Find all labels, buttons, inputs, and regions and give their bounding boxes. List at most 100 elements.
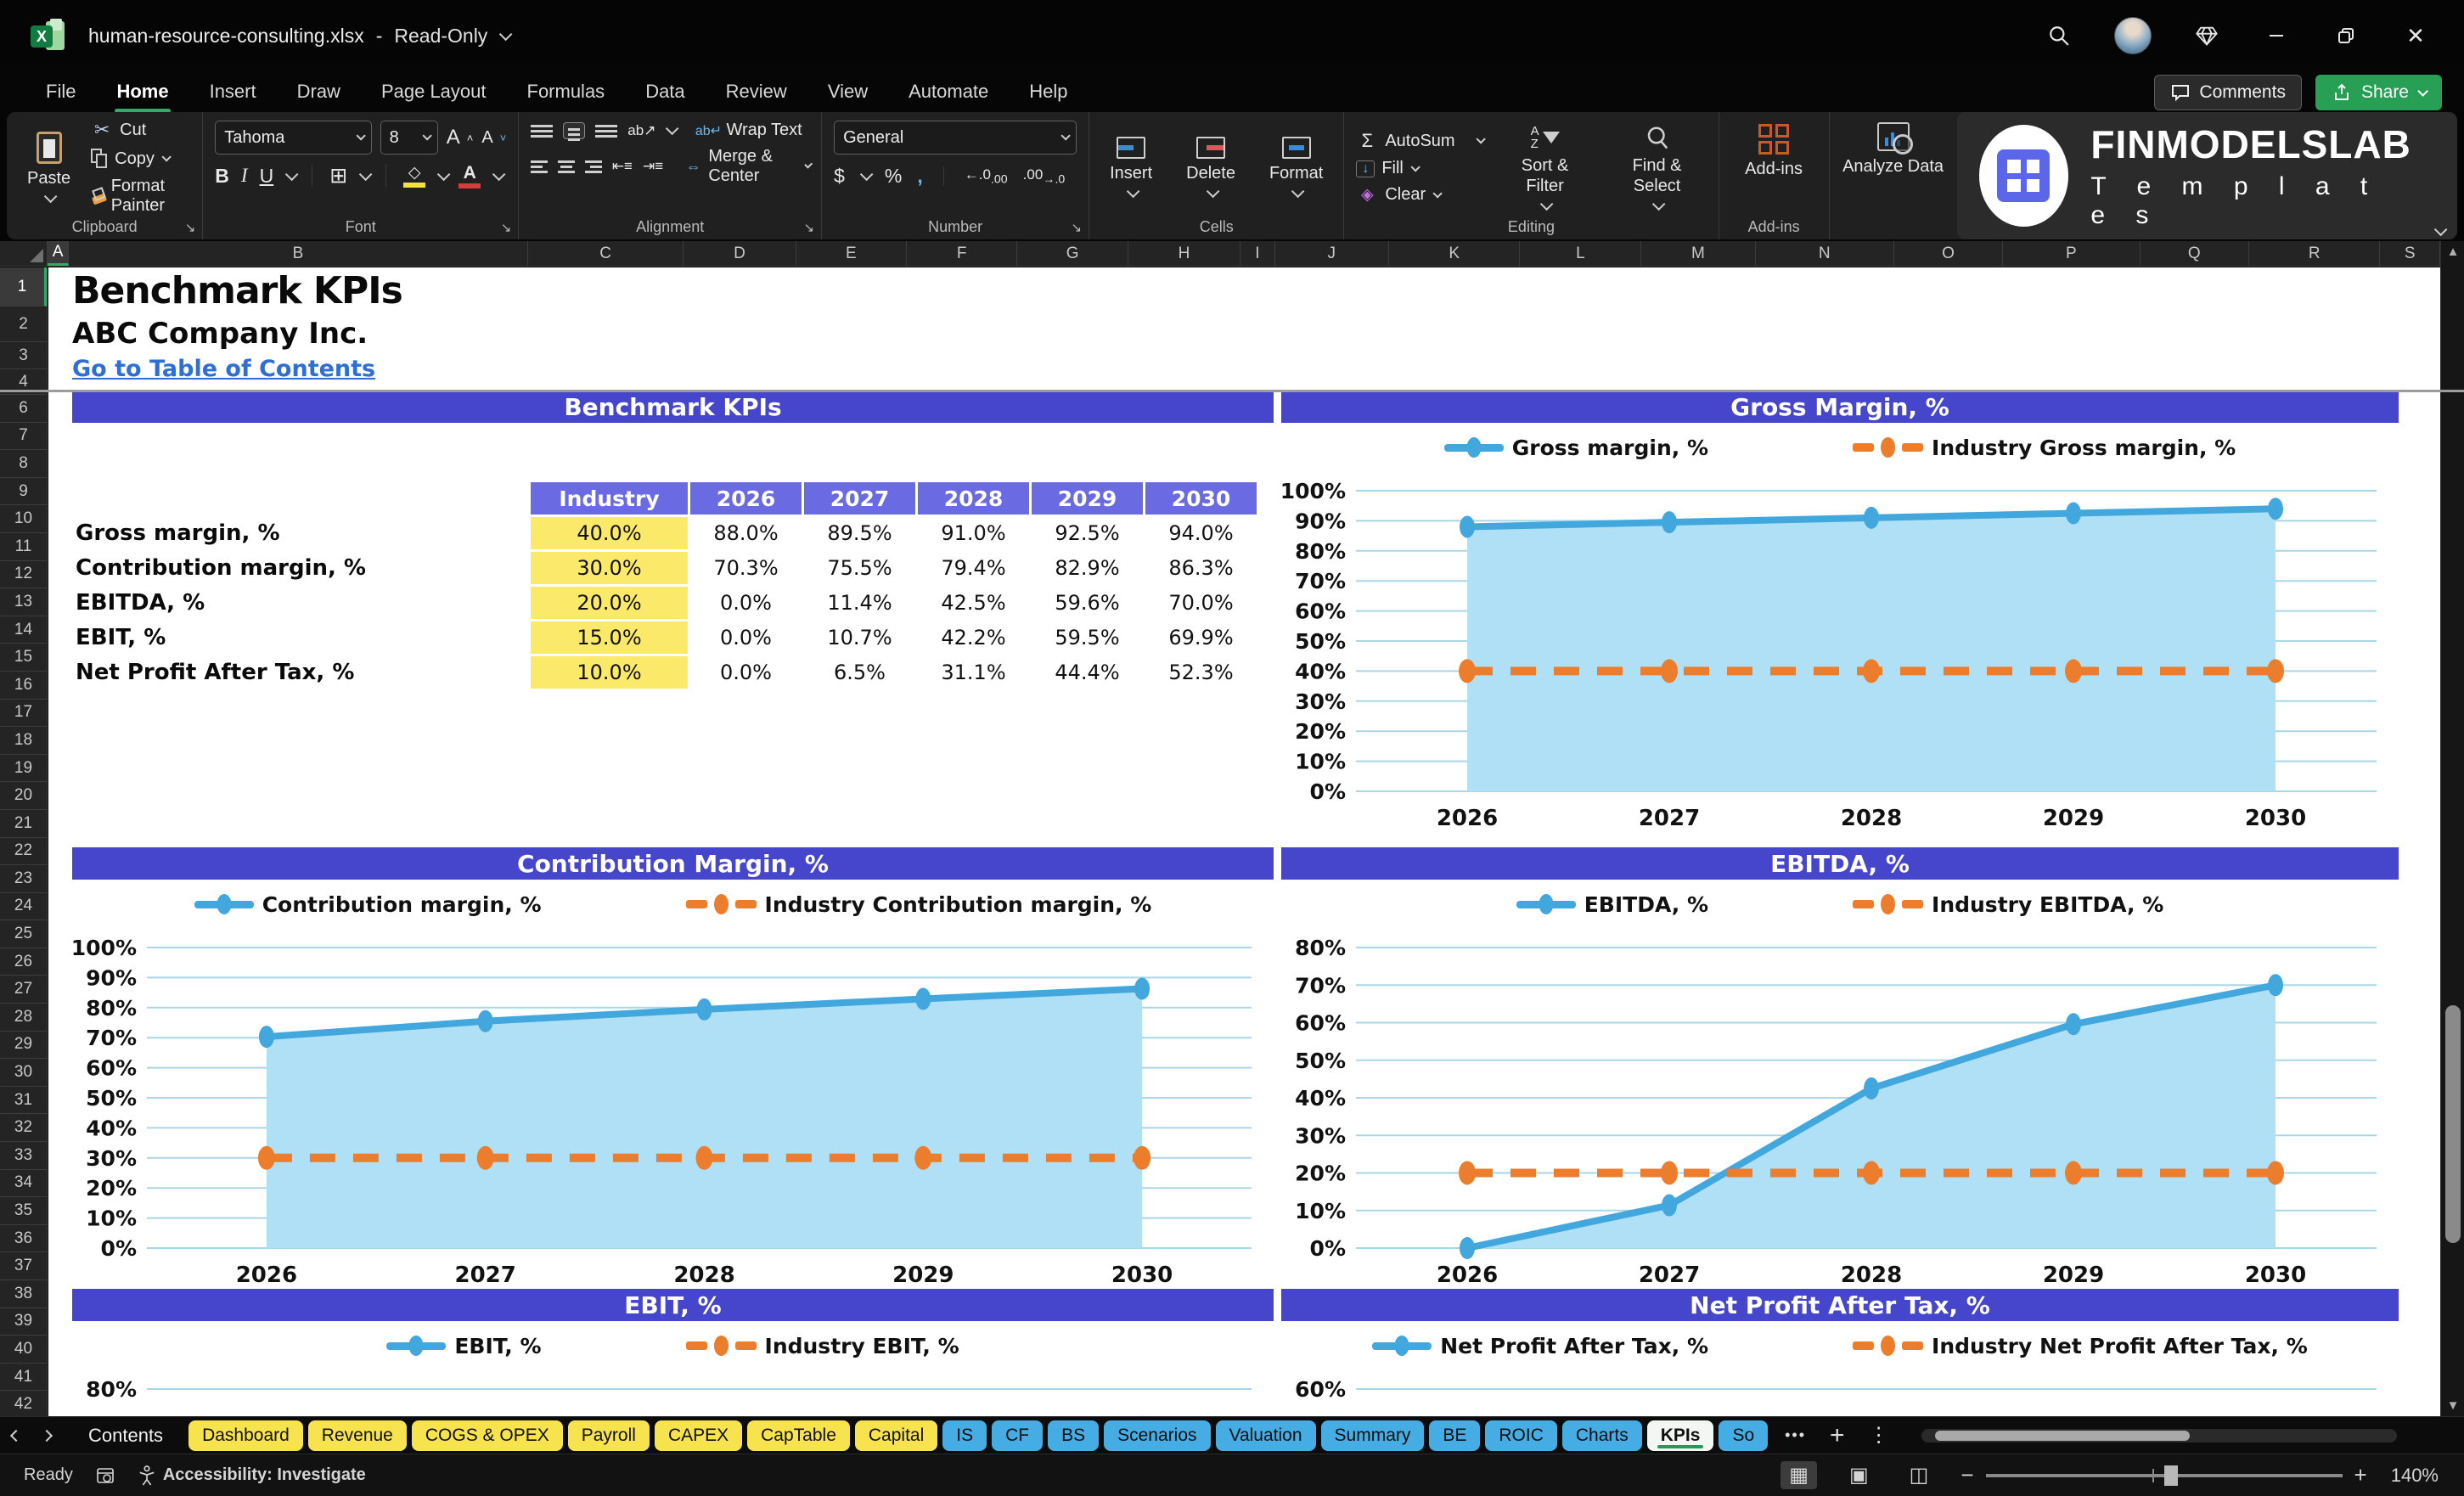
row-header-32[interactable]: 32 [0,1114,47,1143]
column-header-E[interactable]: E [796,241,908,266]
sheet-tab-scenarios[interactable]: Scenarios [1104,1420,1211,1451]
sheet-tab-so[interactable]: So [1719,1420,1769,1451]
column-header-F[interactable]: F [907,241,1018,266]
kpi-cell[interactable]: 11.4% [804,587,915,619]
sheet-tab-roic[interactable]: ROIC [1485,1420,1557,1451]
format-painter-button[interactable]: Format Painter [91,177,190,216]
page-layout-view-button[interactable]: ▣ [1848,1464,1869,1487]
row-header-21[interactable]: 21 [0,810,47,838]
column-header-G[interactable]: G [1017,241,1128,266]
percent-style-button[interactable]: % [884,165,903,187]
sheet-tab-capital[interactable]: Capital [854,1420,938,1451]
row-header-19[interactable]: 19 [0,755,47,783]
insert-cells-button[interactable]: Insert [1101,121,1161,214]
font-color-button[interactable]: A [458,164,481,188]
select-all-corner[interactable] [0,241,48,266]
kpi-cell[interactable]: 94.0% [1145,517,1257,549]
kpi-cell[interactable]: 70.3% [690,552,802,584]
sheet-tab-is[interactable]: IS [942,1420,987,1451]
menu-tab-view[interactable]: View [827,81,869,102]
menu-tab-file[interactable]: File [46,81,76,102]
kpi-cell[interactable]: 42.2% [918,621,1029,654]
merge-center-button[interactable]: ⇔ Merge & Center [685,147,813,186]
kpi-cell[interactable]: 0.0% [690,621,802,654]
sheet-tab-charts[interactable]: Charts [1561,1420,1642,1451]
read-only-badge[interactable]: Read-Only [394,24,488,47]
row-header-11[interactable]: 11 [0,533,47,561]
addins-button[interactable]: Add-ins [1731,124,1817,179]
column-header-A[interactable]: A [48,241,70,266]
kpi-cell[interactable]: 42.5% [918,587,1029,619]
align-top-button[interactable] [531,122,554,139]
row-header-10[interactable]: 10 [0,505,47,533]
menu-tab-insert[interactable]: Insert [209,81,256,102]
table-of-contents-link[interactable]: Go to Table of Contents [72,356,376,382]
kpi-cell[interactable]: 52.3% [1145,656,1257,689]
tabs-scroll-right-icon[interactable] [40,1429,53,1442]
kpi-cell[interactable]: 6.5% [804,656,915,689]
align-left-button[interactable] [531,158,548,175]
row-header-28[interactable]: 28 [0,1004,47,1032]
sheet-tab-dashboard[interactable]: Dashboard [188,1420,303,1451]
row-header-6[interactable]: 6 [0,395,47,423]
increase-decimal-button[interactable]: ←.0.00 [964,166,1008,187]
row-header-35[interactable]: 35 [0,1197,47,1225]
tabs-scroll-left-icon[interactable] [9,1429,23,1442]
menu-tab-formulas[interactable]: Formulas [526,81,605,102]
comments-button[interactable]: Comments [2154,75,2302,110]
kpi-cell[interactable]: 44.4% [1032,656,1143,689]
sheet-tab-kpis[interactable]: KPIs [1646,1420,1714,1451]
zoom-out-icon[interactable]: − [1961,1462,1974,1488]
row-header-3[interactable]: 3 [0,342,47,369]
row-header-34[interactable]: 34 [0,1170,47,1198]
font-dialog-launcher[interactable]: ↘ [500,221,512,235]
sheet-tab-contents[interactable]: Contents [88,1424,164,1446]
row-header-24[interactable]: 24 [0,893,47,921]
decrease-decimal-button[interactable]: .00→.0 [1022,166,1066,187]
row-header-31[interactable]: 31 [0,1087,47,1115]
restore-button[interactable] [2332,21,2360,50]
align-middle-button[interactable] [563,121,586,141]
zoom-slider-thumb[interactable] [2163,1465,2178,1486]
row-header-37[interactable]: 37 [0,1252,47,1280]
column-header-B[interactable]: B [69,241,528,266]
sheet-tab-capex[interactable]: CAPEX [654,1420,743,1451]
menu-tab-automate[interactable]: Automate [909,81,989,102]
more-sheets-button[interactable]: ••• [1785,1426,1807,1443]
row-header-41[interactable]: 41 [0,1364,47,1392]
row-header-36[interactable]: 36 [0,1225,47,1253]
horizontal-scrollbar-thumb[interactable] [1934,1430,2190,1441]
vertical-scrollbar[interactable]: ▲ ▼ [2440,241,2464,1416]
column-header-I[interactable]: I [1240,241,1275,266]
row-header-29[interactable]: 29 [0,1032,47,1060]
new-sheet-button[interactable]: + [1830,1420,1845,1449]
kpi-cell[interactable]: 10.0% [531,656,688,689]
fill-color-button[interactable]: ◇ [403,165,426,188]
kpi-cell[interactable]: 0.0% [690,656,802,689]
menu-tab-page-layout[interactable]: Page Layout [380,81,487,102]
row-header-13[interactable]: 13 [0,588,47,616]
row-header-27[interactable]: 27 [0,976,47,1004]
kpi-cell[interactable]: 89.5% [804,517,915,549]
sheet-options-kebab-icon[interactable]: ⋮ [1868,1424,1889,1447]
row-header-18[interactable]: 18 [0,727,47,755]
row-header-17[interactable]: 17 [0,700,47,728]
search-icon[interactable] [2045,21,2073,50]
sheet-tab-payroll[interactable]: Payroll [567,1420,650,1451]
paste-button[interactable]: Paste [19,121,79,214]
kpi-cell[interactable]: 59.5% [1032,621,1143,654]
decrease-indent-button[interactable]: ⇤≡ [611,158,633,174]
kpi-cell[interactable]: 20.0% [531,587,688,619]
row-header-25[interactable]: 25 [0,920,47,948]
row-header-8[interactable]: 8 [0,450,47,478]
column-header-H[interactable]: H [1128,241,1241,266]
kpi-cell[interactable]: 30.0% [531,552,688,584]
row-header-30[interactable]: 30 [0,1059,47,1087]
column-header-M[interactable]: M [1641,241,1756,266]
kpi-cell[interactable]: 15.0% [531,621,688,654]
column-header-J[interactable]: J [1275,241,1389,266]
row-header-15[interactable]: 15 [0,644,47,672]
sheet-tab-valuation[interactable]: Valuation [1215,1420,1316,1451]
row-header-22[interactable]: 22 [0,838,47,866]
sheet-tab-bs[interactable]: BS [1048,1420,1100,1451]
